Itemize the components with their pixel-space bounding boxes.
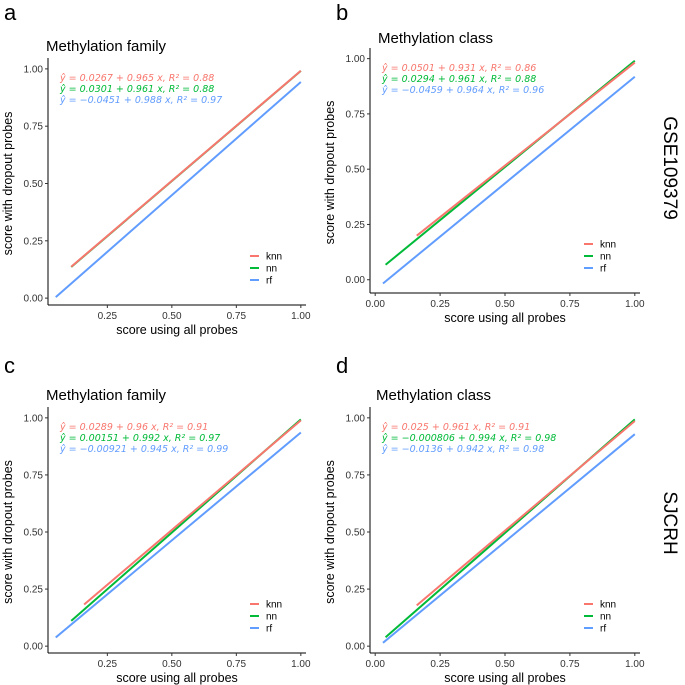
y-axis-label: score with dropout probes: [1, 112, 15, 256]
y-tick-label: 0.25: [24, 236, 44, 247]
series-line-rf: [382, 433, 636, 644]
x-tick-label: 0.25: [430, 299, 450, 310]
legend-label-nn: nn: [600, 612, 611, 623]
panel-title: Methylation family: [46, 387, 167, 404]
y-tick-label: 0.50: [346, 528, 366, 539]
row-label-sjcrh: SJCRH: [659, 491, 680, 554]
series-line-rf: [55, 81, 302, 298]
y-tick-label: 0.25: [346, 220, 366, 231]
y-axis-label: score with dropout probes: [1, 460, 15, 604]
y-tick-label: 0.75: [24, 122, 44, 133]
y-axis-label: score with dropout probes: [323, 101, 337, 245]
x-tick-label: 0.50: [495, 299, 515, 310]
legend-label-rf: rf: [266, 276, 272, 287]
x-tick-label: 0.75: [560, 299, 580, 310]
x-tick-label: 1.00: [291, 311, 311, 322]
series-line-knn: [416, 61, 636, 237]
y-tick-label: 0.50: [24, 528, 44, 539]
x-tick-label: 0.00: [365, 659, 385, 670]
legend-label-knn: knn: [266, 252, 282, 263]
legend-label-rf: rf: [600, 264, 606, 275]
legend-label-nn: nn: [266, 264, 277, 275]
y-tick-label: 0.75: [346, 109, 366, 120]
equation-nn: ŷ = 0.0301 + 0.961 x, R² = 0.88: [59, 84, 214, 95]
panel-title: Methylation class: [376, 387, 491, 404]
y-tick-label: 0.50: [346, 165, 366, 176]
y-axis-label: score with dropout probes: [323, 460, 337, 604]
x-tick-label: 0.50: [162, 311, 182, 322]
x-tick-label: 0.25: [98, 311, 118, 322]
y-tick-label: 0.25: [346, 585, 366, 596]
row-label-gse109379: GSE109379: [659, 116, 680, 220]
panel-c: Methylation family 0.25 0.50 0.75 1.00 0.00 0.…: [1, 387, 311, 685]
equation-rf: ŷ = −0.0136 + 0.942 x, R² = 0.98: [381, 444, 544, 455]
equation-rf: ŷ = −0.0459 + 0.964 x, R² = 0.96: [381, 85, 544, 96]
panel-letter-c: c: [4, 353, 15, 378]
legend-label-knn: knn: [266, 600, 282, 611]
equation-rf: ŷ = −0.00921 + 0.945 x, R² = 0.99: [59, 444, 228, 455]
panel-letter-d: d: [336, 353, 348, 378]
panel-a: Methylation family 0.25 0.50 0.75 1.00 0.00 0.…: [1, 38, 311, 337]
x-tick-label: 0.00: [365, 299, 385, 310]
y-tick-label: 0.00: [346, 642, 366, 653]
equation-nn: ŷ = 0.00151 + 0.992 x, R² = 0.97: [59, 433, 220, 444]
equation-knn: ŷ = 0.0501 + 0.931 x, R² = 0.86: [381, 63, 536, 74]
series-line-rf: [382, 75, 636, 285]
equation-knn: ŷ = 0.0267 + 0.965 x, R² = 0.88: [59, 73, 214, 84]
panel-title: Methylation family: [46, 38, 167, 55]
legend-label-knn: knn: [600, 240, 616, 251]
equation-knn: ŷ = 0.025 + 0.961 x, R² = 0.91: [381, 422, 530, 433]
legend-label-rf: rf: [266, 624, 272, 635]
x-tick-label: 0.25: [98, 659, 118, 670]
x-tick-label: 0.75: [560, 659, 580, 670]
y-tick-label: 0.50: [24, 179, 44, 190]
x-tick-label: 1.00: [291, 659, 311, 670]
series-line-knn: [70, 70, 302, 268]
equation-nn: ŷ = −0.000806 + 0.994 x, R² = 0.98: [381, 433, 556, 444]
y-tick-label: 0.25: [24, 585, 44, 596]
x-axis-label: score using all probes: [444, 671, 566, 685]
panel-b: Methylation class 0.00 0.25 0.50 0.75 1.00 0.0…: [323, 30, 645, 325]
legend-label-nn: nn: [600, 252, 611, 263]
panel-letter-a: a: [4, 0, 17, 25]
panel-title: Methylation class: [378, 30, 493, 47]
y-tick-label: 0.00: [24, 294, 44, 305]
legend-label-knn: knn: [600, 600, 616, 611]
legend-label-nn: nn: [266, 612, 277, 623]
x-axis-label: score using all probes: [116, 671, 238, 685]
y-tick-label: 0.00: [24, 642, 44, 653]
x-axis-label: score using all probes: [444, 311, 566, 325]
y-tick-label: 0.00: [346, 275, 366, 286]
series-line-knn: [416, 420, 636, 607]
series-line-knn: [83, 419, 302, 606]
x-axis-label: score using all probes: [116, 323, 238, 337]
y-tick-label: 0.75: [346, 470, 366, 481]
legend-label-rf: rf: [600, 624, 606, 635]
x-tick-label: 0.25: [430, 659, 450, 670]
y-tick-label: 1.00: [346, 54, 366, 65]
panel-letter-b: b: [336, 0, 348, 25]
y-tick-label: 1.00: [346, 413, 366, 424]
panel-d: Methylation class 0.00 0.25 0.50 0.75 1.00 0.0…: [323, 387, 645, 685]
y-tick-label: 0.75: [24, 470, 44, 481]
equation-knn: ŷ = 0.0289 + 0.96 x, R² = 0.91: [59, 422, 208, 433]
equation-nn: ŷ = 0.0294 + 0.961 x, R² = 0.88: [381, 74, 536, 85]
y-tick-label: 1.00: [24, 413, 44, 424]
x-tick-label: 0.75: [227, 659, 247, 670]
x-tick-label: 1.00: [625, 659, 645, 670]
equation-rf: ŷ = −0.0451 + 0.988 x, R² = 0.97: [59, 95, 222, 106]
x-tick-label: 0.50: [162, 659, 182, 670]
x-tick-label: 0.50: [495, 659, 515, 670]
x-tick-label: 1.00: [625, 299, 645, 310]
series-line-rf: [55, 431, 302, 639]
x-tick-label: 0.75: [227, 311, 247, 322]
y-tick-label: 1.00: [24, 64, 44, 75]
